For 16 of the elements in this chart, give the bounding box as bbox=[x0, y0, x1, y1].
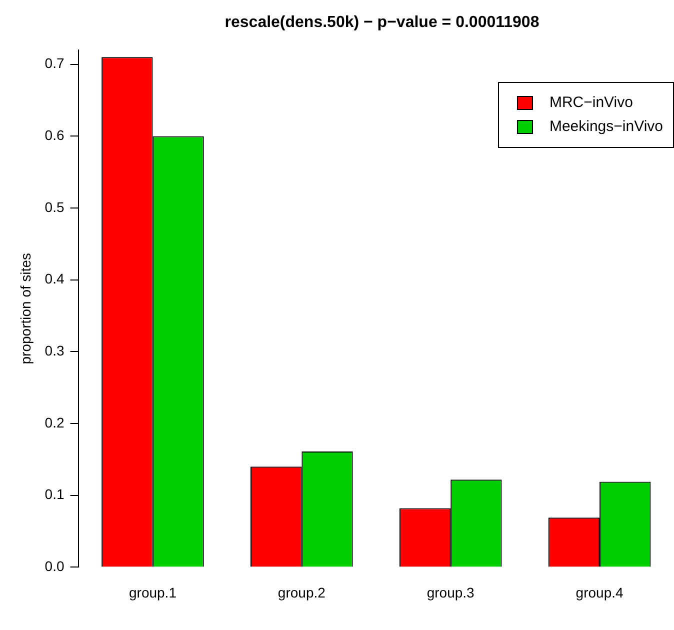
y-tick-label: 0.4 bbox=[44, 270, 64, 287]
x-tick-label: group.2 bbox=[278, 584, 326, 600]
y-tick-label: 0.6 bbox=[44, 127, 64, 144]
chart-title: rescale(dens.50k) − p−value = 0.00011908 bbox=[224, 14, 540, 32]
y-tick-label: 0.0 bbox=[44, 558, 64, 574]
x-tick-label: group.3 bbox=[426, 584, 475, 600]
y-axis-title: proportion of sites bbox=[17, 252, 34, 364]
legend-label: MRC−inVivo bbox=[549, 93, 633, 113]
y-tick-label: 0.2 bbox=[44, 414, 64, 430]
y-tick-label: 0.7 bbox=[44, 55, 64, 72]
legend-label: Meekings−inVivo bbox=[549, 117, 663, 137]
y-tick-label: 0.3 bbox=[44, 342, 64, 359]
x-tick-label: group.4 bbox=[576, 584, 624, 600]
y-tick-label: 0.1 bbox=[44, 486, 64, 502]
y-tick-label: 0.5 bbox=[44, 198, 64, 215]
x-tick-label: group.1 bbox=[128, 584, 177, 600]
